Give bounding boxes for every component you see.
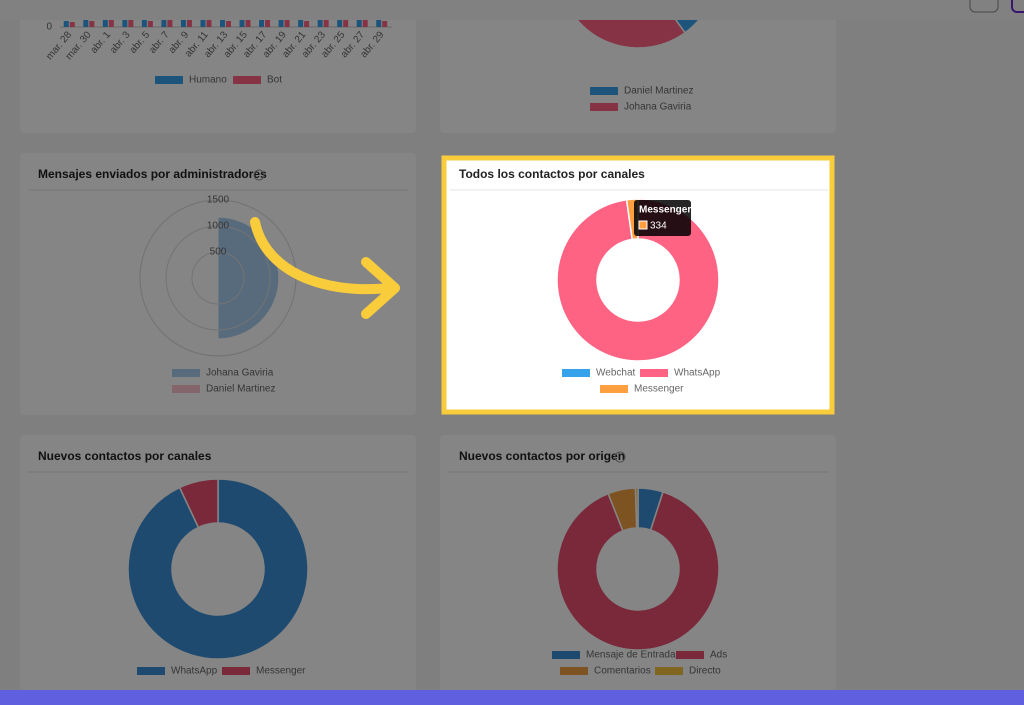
legend-label: Johana Gaviria xyxy=(624,102,692,113)
bar xyxy=(108,20,114,27)
bar xyxy=(89,21,95,27)
legend-swatch xyxy=(655,667,683,675)
card xyxy=(440,435,836,692)
legend-label: Bot xyxy=(267,75,282,86)
legend-label: Humano xyxy=(189,75,227,86)
legend-label: WhatsApp xyxy=(674,368,721,379)
card-title: Nuevos contactos por origen xyxy=(459,449,625,463)
bar xyxy=(63,21,69,27)
card-title: Nuevos contactos por canales xyxy=(38,449,212,463)
tooltip-title: Messenger xyxy=(639,205,691,216)
legend-swatch xyxy=(222,667,250,675)
bar xyxy=(102,20,108,27)
legend-swatch xyxy=(552,651,580,659)
highlighted-card: Todos los contactos por canales Messenge… xyxy=(441,155,835,415)
legend-swatch xyxy=(562,369,590,377)
legend-label: Messenger xyxy=(634,384,684,395)
r-tick-label: 1500 xyxy=(207,195,230,206)
bar xyxy=(245,20,251,27)
legend-swatch xyxy=(233,76,261,84)
bar xyxy=(337,18,343,27)
bar xyxy=(167,20,173,27)
legend-label: Johana Gaviria xyxy=(206,368,274,379)
tooltip xyxy=(634,200,691,236)
legend-label: WhatsApp xyxy=(171,666,218,677)
bar xyxy=(180,18,186,27)
legend-label: Webchat xyxy=(596,368,636,379)
legend-label: Directo xyxy=(689,666,721,677)
legend-swatch xyxy=(590,103,618,111)
tooltip-value: 334 xyxy=(650,221,667,232)
card xyxy=(441,155,835,415)
bar xyxy=(200,19,206,27)
bottom-bar xyxy=(0,690,1024,705)
bar xyxy=(382,21,388,27)
bar xyxy=(186,19,192,27)
card xyxy=(20,435,416,692)
bar xyxy=(69,22,75,27)
bar xyxy=(362,20,368,27)
card xyxy=(20,0,416,133)
bar xyxy=(376,20,382,27)
bar xyxy=(259,18,265,27)
slice xyxy=(634,487,639,529)
card-title: Todos los contactos por canales xyxy=(459,167,645,181)
bar xyxy=(265,19,271,27)
r-tick-label: 500 xyxy=(210,247,227,258)
legend-label: Daniel Martinez xyxy=(206,384,275,395)
legend-label: Daniel Martinez xyxy=(624,86,693,97)
bar xyxy=(343,19,349,27)
bar xyxy=(161,20,167,27)
r-tick-label: 1000 xyxy=(207,221,230,232)
bar xyxy=(128,19,134,27)
legend-swatch xyxy=(137,667,165,675)
slice xyxy=(127,478,309,660)
slice xyxy=(556,491,720,651)
legend-swatch xyxy=(676,651,704,659)
legend-label: Ads xyxy=(710,650,727,661)
slice xyxy=(178,478,219,529)
legend-label: Comentarios xyxy=(594,666,651,677)
top-icon[interactable] xyxy=(969,0,999,13)
info-icon[interactable] xyxy=(614,451,626,463)
bar xyxy=(239,19,245,27)
card xyxy=(440,0,836,133)
bar xyxy=(220,20,225,27)
tooltip-swatch xyxy=(638,220,648,230)
card-title: Mensajes enviados por administradores xyxy=(38,167,267,181)
bar xyxy=(122,18,128,27)
bar xyxy=(278,19,284,27)
legend-label: Mensaje de Entrada xyxy=(586,650,676,661)
y-tick-label: 0 xyxy=(46,22,52,33)
top-icon[interactable] xyxy=(1011,0,1024,13)
bar xyxy=(206,20,212,27)
bar xyxy=(356,19,362,27)
legend-swatch xyxy=(155,76,183,84)
bar xyxy=(147,21,153,27)
bar xyxy=(141,19,147,27)
top-bar xyxy=(0,0,1024,20)
legend-label: Messenger xyxy=(256,666,306,677)
bar xyxy=(298,20,304,27)
grid-ring xyxy=(191,251,245,305)
legend-swatch xyxy=(172,369,200,377)
bar xyxy=(323,20,329,27)
bar xyxy=(83,19,89,27)
grid-ring xyxy=(165,225,271,331)
slice xyxy=(556,198,720,362)
bar xyxy=(304,21,310,27)
legend-swatch xyxy=(600,385,628,393)
bar xyxy=(226,21,231,27)
bar xyxy=(284,20,290,27)
arrow xyxy=(250,217,400,319)
dashboard-cards: Mensajes enviados por administradores Nu… xyxy=(20,0,836,692)
info-icon[interactable] xyxy=(253,169,265,181)
legend-swatch xyxy=(172,385,200,393)
bar xyxy=(317,19,323,27)
legend-swatch xyxy=(590,87,618,95)
legend-swatch xyxy=(640,369,668,377)
legend-swatch xyxy=(560,667,588,675)
